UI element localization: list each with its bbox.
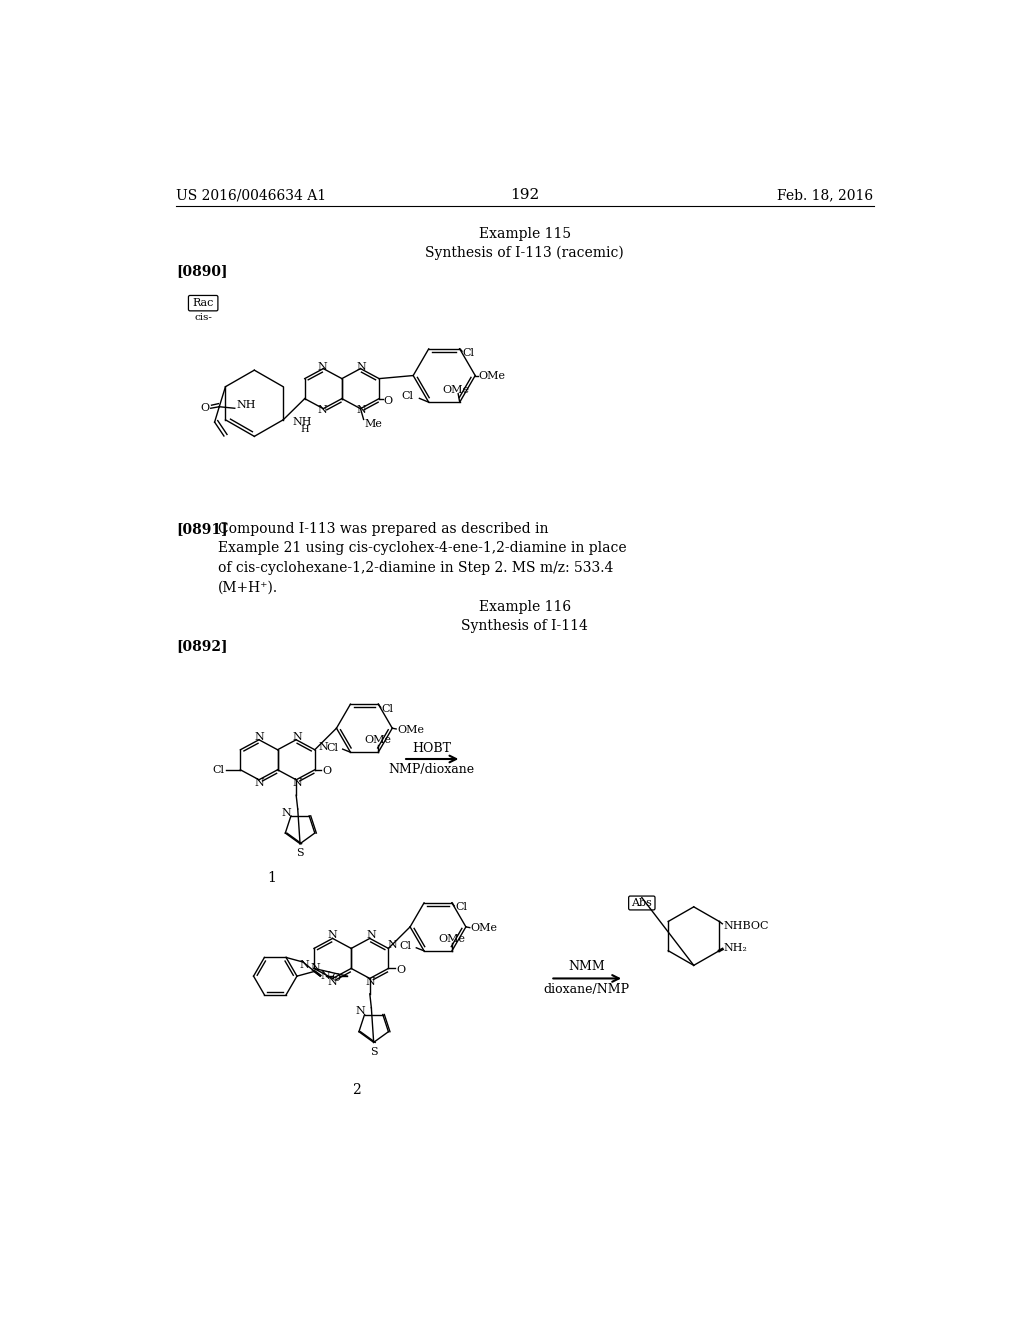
- Text: 2: 2: [352, 1084, 361, 1097]
- Text: N: N: [292, 777, 302, 788]
- Text: N: N: [387, 940, 397, 950]
- Text: 192: 192: [510, 189, 540, 202]
- Text: Example 115: Example 115: [479, 227, 570, 240]
- Text: Feb. 18, 2016: Feb. 18, 2016: [777, 189, 873, 202]
- Text: N: N: [317, 362, 328, 372]
- Text: N: N: [318, 742, 329, 751]
- Text: OMe: OMe: [397, 725, 424, 735]
- Text: N: N: [356, 362, 367, 372]
- Text: OMe: OMe: [438, 933, 466, 944]
- Text: N: N: [293, 731, 303, 742]
- Text: N: N: [254, 731, 264, 742]
- Text: Cl: Cl: [455, 903, 467, 912]
- Text: Rac: Rac: [193, 298, 214, 308]
- Text: NH₂: NH₂: [724, 942, 748, 953]
- Text: Compound I-113 was prepared as described in
Example 21 using cis-cyclohex-4-ene-: Compound I-113 was prepared as described…: [218, 521, 627, 594]
- Text: OMe: OMe: [365, 735, 392, 744]
- Text: NMP/dioxane: NMP/dioxane: [389, 763, 475, 776]
- Text: [0891]: [0891]: [176, 521, 227, 536]
- Text: Synthesis of I-114: Synthesis of I-114: [462, 619, 588, 632]
- Text: NMM: NMM: [568, 960, 605, 973]
- Text: O: O: [201, 404, 210, 413]
- Text: H: H: [300, 425, 309, 434]
- Text: N: N: [254, 777, 264, 788]
- Text: 1: 1: [267, 871, 275, 886]
- Text: Cl: Cl: [381, 704, 393, 714]
- Text: Cl: Cl: [463, 347, 475, 358]
- Text: dioxane/NMP: dioxane/NMP: [544, 982, 630, 995]
- Text: Cl: Cl: [401, 391, 414, 401]
- Text: [0892]: [0892]: [176, 640, 227, 653]
- Text: N: N: [300, 960, 309, 970]
- FancyBboxPatch shape: [188, 296, 218, 312]
- Text: O: O: [323, 767, 332, 776]
- Text: S: S: [296, 847, 304, 858]
- Text: OMe: OMe: [442, 385, 469, 395]
- FancyBboxPatch shape: [629, 896, 655, 909]
- Text: N: N: [366, 977, 376, 986]
- Text: NH: NH: [237, 400, 256, 411]
- Text: [0890]: [0890]: [176, 264, 227, 279]
- Text: N: N: [367, 931, 376, 940]
- Text: N: N: [282, 808, 291, 818]
- Text: N: N: [355, 1006, 365, 1016]
- Text: O: O: [384, 396, 393, 407]
- Text: N: N: [356, 405, 367, 416]
- Text: NH: NH: [293, 417, 312, 428]
- Text: N: N: [310, 964, 321, 973]
- Text: Example 116: Example 116: [479, 601, 570, 614]
- Text: N: N: [319, 972, 330, 981]
- Text: N: N: [328, 931, 338, 940]
- Text: NHBOC: NHBOC: [724, 921, 769, 931]
- Text: S: S: [370, 1047, 378, 1056]
- Text: O: O: [396, 965, 406, 975]
- Text: Cl: Cl: [213, 764, 224, 775]
- Text: Cl: Cl: [399, 941, 412, 952]
- Text: Cl: Cl: [326, 743, 338, 752]
- Text: Abs: Abs: [632, 898, 652, 908]
- Text: US 2016/0046634 A1: US 2016/0046634 A1: [176, 189, 327, 202]
- Text: OMe: OMe: [471, 924, 498, 933]
- Text: O: O: [331, 973, 340, 982]
- Text: N: N: [317, 405, 328, 416]
- Text: HOBT: HOBT: [413, 742, 452, 755]
- Text: N: N: [328, 977, 338, 986]
- Text: OMe: OMe: [478, 371, 505, 380]
- Text: cis-: cis-: [195, 313, 212, 322]
- Text: Me: Me: [365, 418, 382, 429]
- Text: Synthesis of I-113 (racemic): Synthesis of I-113 (racemic): [425, 246, 625, 260]
